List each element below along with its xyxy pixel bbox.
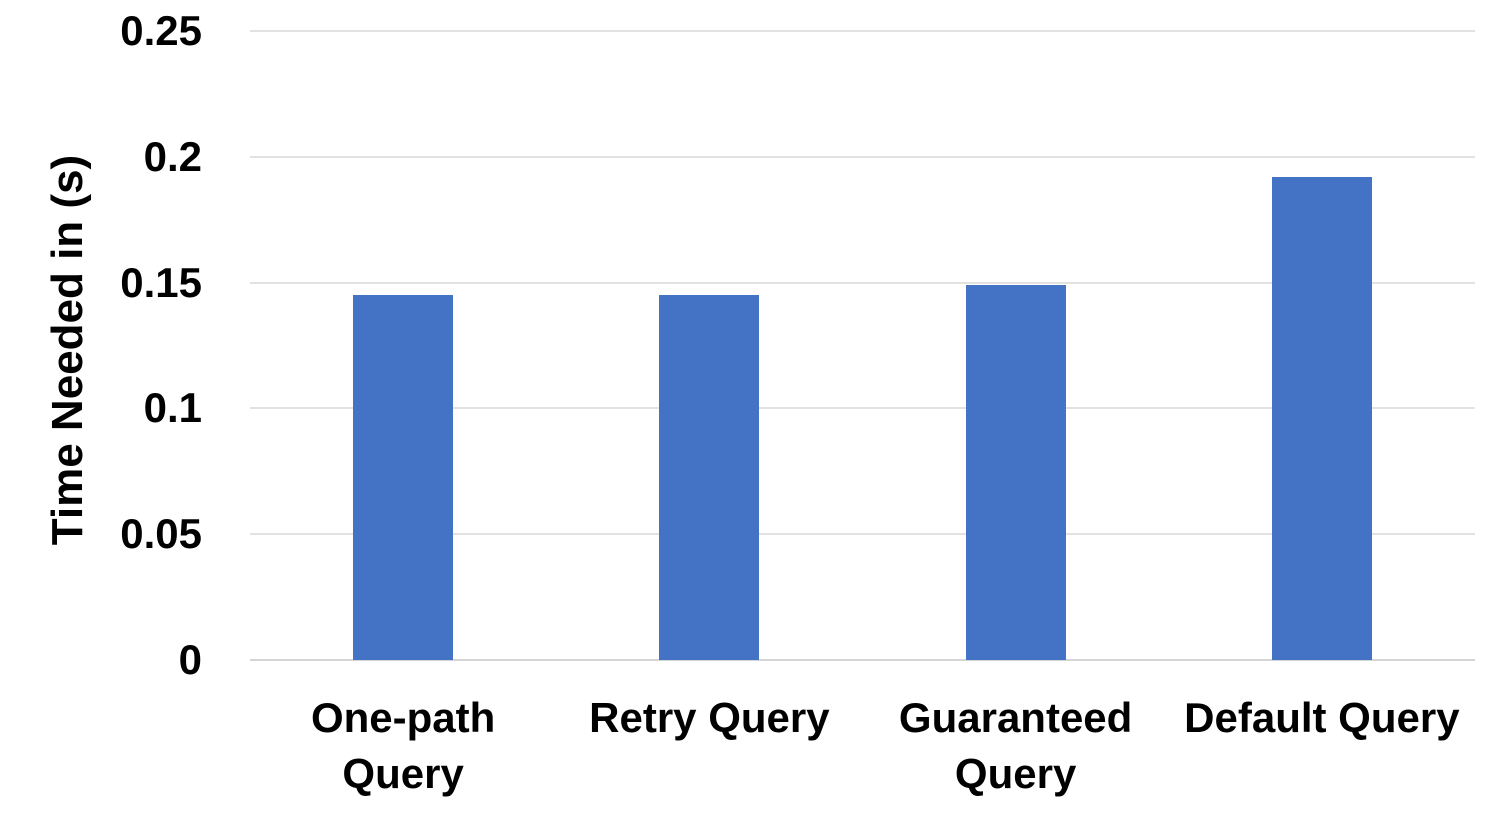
- bar: [1271, 176, 1372, 660]
- bar: [965, 285, 1066, 660]
- y-tick-label: 0.1: [143, 384, 202, 432]
- y-tick-label: 0.25: [120, 7, 202, 54]
- bar: [353, 295, 454, 660]
- gridline: [250, 407, 1475, 410]
- y-tick-label: 0: [178, 636, 202, 683]
- y-tick-label: 0.15: [120, 258, 202, 306]
- gridline: [250, 533, 1475, 536]
- x-category-label: Default Query: [1184, 694, 1460, 741]
- x-category-label: Guaranteed Query: [898, 694, 1133, 797]
- x-category-label: Retry Query: [589, 694, 830, 741]
- y-axis-title: Time Needed in (s): [43, 154, 92, 546]
- x-category-label: One-path Query: [310, 694, 496, 797]
- y-tick-label: 0.2: [143, 132, 202, 180]
- gridline: [250, 281, 1475, 284]
- gridline: [250, 30, 1475, 32]
- gridline: [250, 155, 1475, 158]
- x-axis-line: [250, 659, 1475, 661]
- y-tick-label: 0.05: [120, 510, 202, 558]
- bar: [659, 295, 760, 660]
